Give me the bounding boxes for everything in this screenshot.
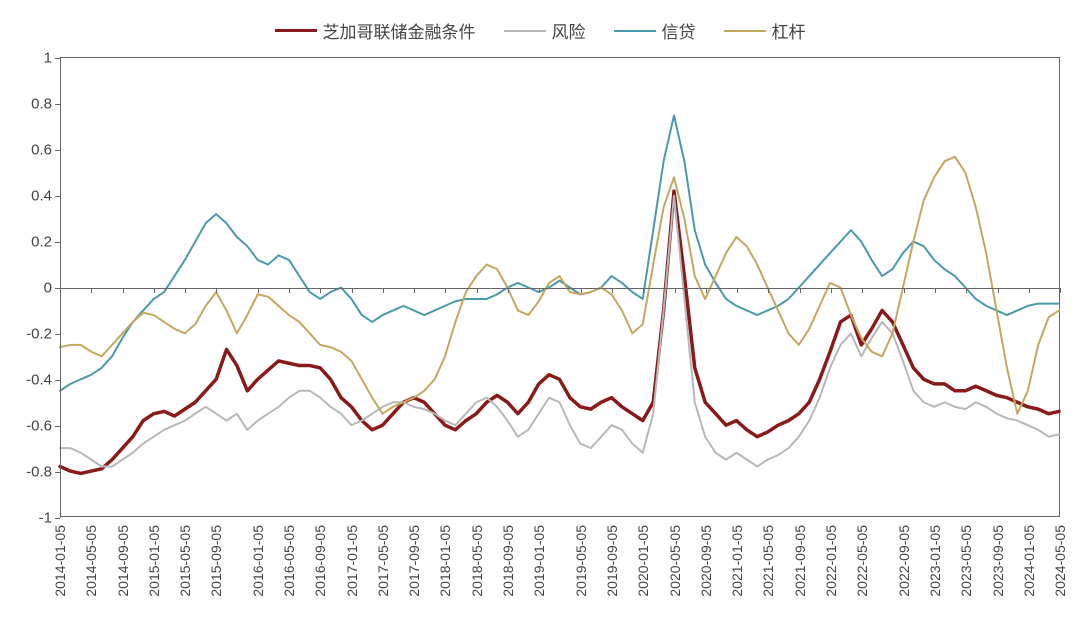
legend-label: 信贷 [662,18,696,43]
y-axis-label: 0.4 [10,188,52,205]
legend: 芝加哥联储金融条件 风险 信贷 杠杆 [10,10,1070,57]
x-axis-label: 2015-01-05 [146,525,162,597]
x-axis-label: 2017-01-05 [344,525,360,597]
legend-swatch [724,30,766,32]
x-axis-label: 2023-09-05 [990,525,1006,597]
x-axis-label: 2018-09-05 [500,525,516,597]
x-axis-label: 2015-05-05 [177,525,193,597]
x-axis-label: 2016-05-05 [281,525,297,597]
legend-item: 杠杆 [724,18,806,43]
x-axis-label: 2018-05-05 [469,525,485,597]
x-axis-label: 2014-01-05 [52,525,68,597]
legend-swatch [275,29,317,32]
x-axis-label: 2022-09-05 [896,525,912,597]
y-axis-label: 0.8 [10,96,52,113]
x-axis-label: 2023-01-05 [927,525,943,597]
legend-label: 杠杆 [772,18,806,43]
y-axis-label: 1 [10,50,52,67]
x-axis-label: 2016-01-05 [250,525,266,597]
x-axis-label: 2024-05-05 [1052,525,1068,597]
series-line [60,196,1059,467]
x-axis-label: 2019-09-05 [604,525,620,597]
series-line [60,157,1059,414]
x-axis-labels: 2014-01-052014-05-052014-09-052015-01-05… [60,517,1059,637]
x-axis-line [60,288,1059,289]
legend-label: 芝加哥联储金融条件 [323,18,476,43]
y-axis-label: 0.2 [10,234,52,251]
legend-item: 风险 [504,18,586,43]
y-axis-label: -0.8 [10,464,52,481]
y-axis-line [60,58,61,518]
legend-label: 风险 [552,18,586,43]
x-axis-label: 2019-01-05 [531,525,547,597]
y-axis-label: 0 [10,280,52,297]
x-axis-label: 2019-05-05 [573,525,589,597]
x-axis-label: 2021-05-05 [760,525,776,597]
legend-swatch [614,30,656,32]
x-axis-label: 2014-05-05 [83,525,99,597]
y-axis-label: -0.6 [10,418,52,435]
x-axis-label: 2017-09-05 [406,525,422,597]
financial-conditions-chart: 芝加哥联储金融条件风险信贷杠杆 2014-01-052014-05-052014… [10,10,1070,634]
x-axis-label: 2020-05-05 [667,525,683,597]
legend-swatch [504,30,546,32]
x-axis-label: 2021-01-05 [729,525,745,597]
y-axis-label: -0.4 [10,372,52,389]
x-axis-label: 2018-01-05 [437,525,453,597]
x-axis-label: 2024-01-05 [1021,525,1037,597]
series-line [60,191,1059,473]
x-axis-label: 2014-09-05 [115,525,131,597]
legend-item: 芝加哥联储金融条件 [275,18,476,43]
x-axis-label: 2020-09-05 [698,525,714,597]
y-axis-label: -0.2 [10,326,52,343]
x-axis-label: 2021-09-05 [792,525,808,597]
x-axis-label: 2016-09-05 [312,525,328,597]
plot-area: 2014-01-052014-05-052014-09-052015-01-05… [60,57,1060,517]
x-axis-label: 2023-05-05 [958,525,974,597]
y-axis-label: 0.6 [10,142,52,159]
x-axis-label: 2022-01-05 [823,525,839,597]
x-axis-label: 2015-09-05 [208,525,224,597]
x-axis-label: 2020-01-05 [635,525,651,597]
y-axis-label: -1 [10,510,52,527]
legend-item: 信贷 [614,18,696,43]
x-axis-label: 2022-05-05 [854,525,870,597]
x-axis-label: 2017-05-05 [375,525,391,597]
series-line [60,115,1059,390]
